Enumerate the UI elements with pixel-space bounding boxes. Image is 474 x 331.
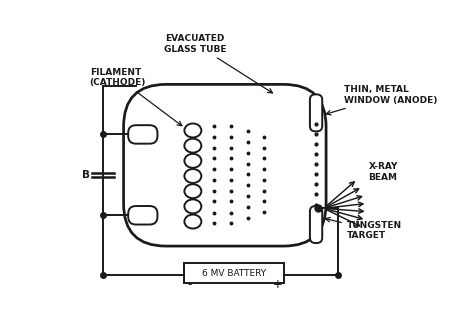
Text: X-RAY
BEAM: X-RAY BEAM: [368, 163, 398, 182]
Text: EVACUATED
GLASS TUBE: EVACUATED GLASS TUBE: [164, 34, 273, 93]
Bar: [183, 263, 284, 283]
Text: TUNGSTEN
TARGET: TUNGSTEN TARGET: [326, 217, 402, 240]
FancyBboxPatch shape: [310, 94, 322, 131]
Text: 6 MV BATTERY: 6 MV BATTERY: [201, 268, 266, 277]
FancyBboxPatch shape: [128, 125, 157, 144]
Text: FILAMENT
(CATHODE): FILAMENT (CATHODE): [90, 68, 182, 126]
Ellipse shape: [184, 154, 201, 168]
Ellipse shape: [184, 169, 201, 183]
Text: B: B: [82, 170, 90, 180]
Text: -: -: [188, 278, 192, 291]
FancyBboxPatch shape: [128, 206, 157, 224]
FancyBboxPatch shape: [124, 84, 326, 246]
Ellipse shape: [184, 123, 201, 137]
Ellipse shape: [184, 214, 201, 228]
Text: THIN, METAL
WINDOW (ANODE): THIN, METAL WINDOW (ANODE): [326, 85, 437, 115]
Text: +: +: [273, 278, 283, 291]
Ellipse shape: [184, 184, 201, 198]
Ellipse shape: [184, 199, 201, 213]
FancyBboxPatch shape: [310, 206, 322, 243]
Ellipse shape: [184, 139, 201, 153]
